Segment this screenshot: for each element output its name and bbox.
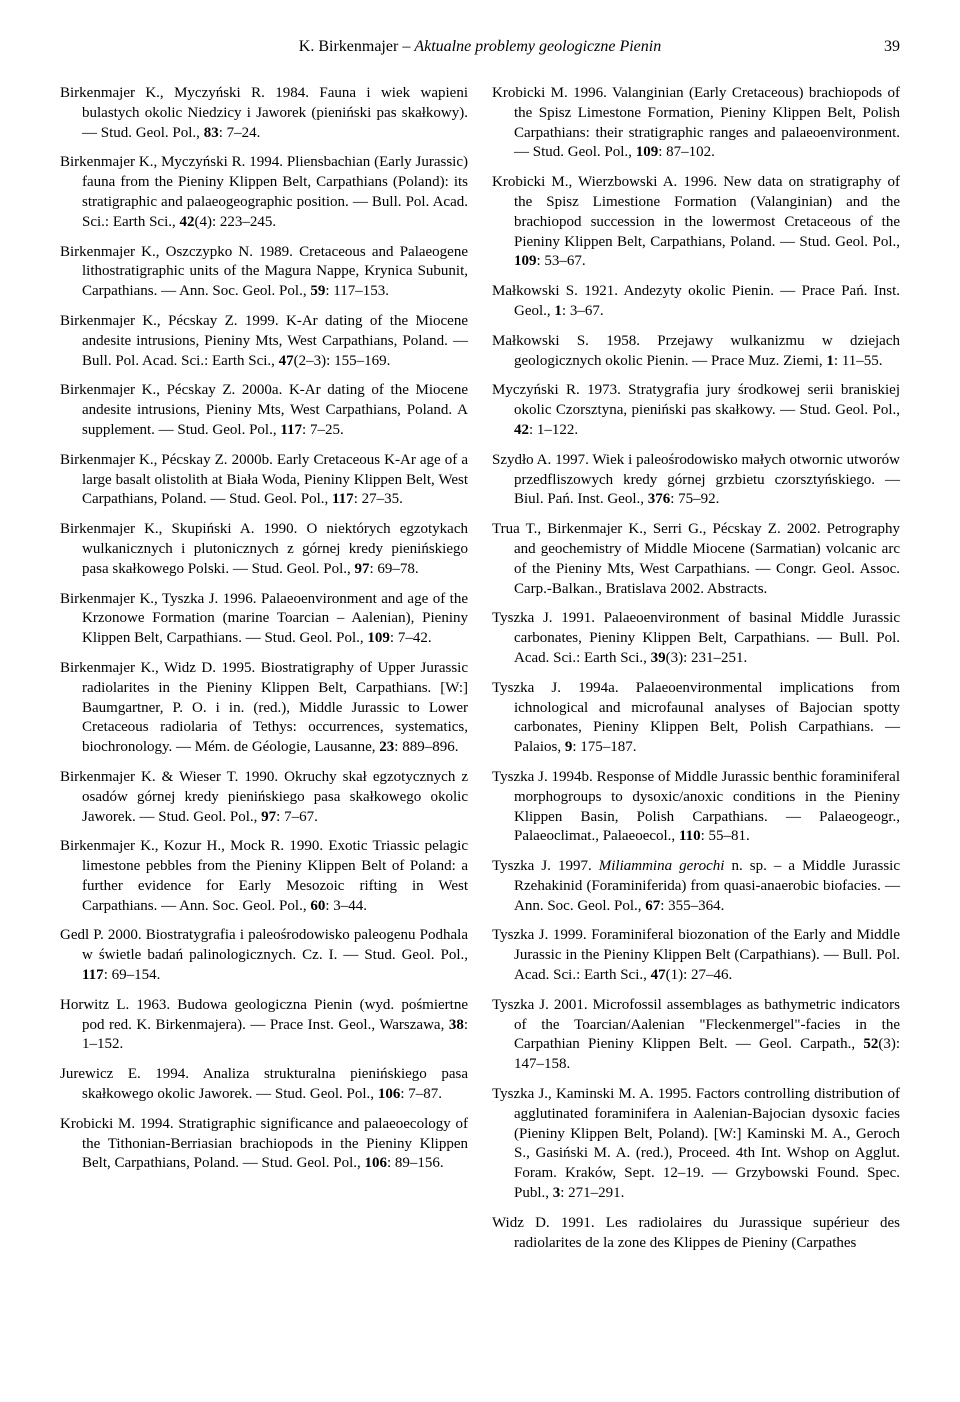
references-list: Birkenmajer K., Myczyński R. 1984. Fauna… bbox=[60, 84, 900, 1253]
reference-entry: Tyszka J. 1997. Miliammina gerochi n. sp… bbox=[492, 857, 900, 916]
reference-entry: Birkenmajer K., Kozur H., Mock R. 1990. … bbox=[60, 837, 468, 916]
reference-entry: Birkenmajer K., Pécskay Z. 1999. K-Ar da… bbox=[60, 312, 468, 371]
reference-entry: Tyszka J. 1994a. Palaeoenvironmental imp… bbox=[492, 679, 900, 758]
reference-entry: Krobicki M. 1994. Stratigraphic signific… bbox=[60, 1115, 468, 1174]
reference-entry: Birkenmajer K., Oszczypko N. 1989. Creta… bbox=[60, 243, 468, 302]
reference-entry: Birkenmajer K., Tyszka J. 1996. Palaeoen… bbox=[60, 590, 468, 649]
reference-entry: Tyszka J. 2001. Microfossil assemblages … bbox=[492, 996, 900, 1075]
reference-entry: Birkenmajer K., Myczyński R. 1984. Fauna… bbox=[60, 84, 468, 143]
reference-entry: Birkenmajer K., Myczyński R. 1994. Plien… bbox=[60, 153, 468, 232]
reference-entry: Tyszka J. 1999. Foraminiferal biozonatio… bbox=[492, 926, 900, 985]
reference-entry: Birkenmajer K., Skupiński A. 1990. O nie… bbox=[60, 520, 468, 579]
reference-entry: Myczyński R. 1973. Stratygrafia jury śro… bbox=[492, 381, 900, 440]
reference-entry: Tyszka J. 1991. Palaeoenvironment of bas… bbox=[492, 609, 900, 668]
reference-entry: Małkowski S. 1921. Andezyty okolic Pieni… bbox=[492, 282, 900, 322]
reference-entry: Szydło A. 1997. Wiek i paleośrodowisko m… bbox=[492, 451, 900, 510]
header-title: Aktualne problemy geologiczne Pienin bbox=[414, 38, 661, 55]
reference-entry: Małkowski S. 1958. Przejawy wulkanizmu w… bbox=[492, 332, 900, 372]
reference-entry: Krobicki M., Wierzbowski A. 1996. New da… bbox=[492, 173, 900, 272]
reference-entry: Birkenmajer K., Pécskay Z. 2000a. K-Ar d… bbox=[60, 381, 468, 440]
reference-entry: Horwitz L. 1963. Budowa geologiczna Pien… bbox=[60, 996, 468, 1055]
reference-entry: Trua T., Birkenmajer K., Serri G., Pécsk… bbox=[492, 520, 900, 599]
reference-entry: Birkenmajer K., Widz D. 1995. Biostratig… bbox=[60, 659, 468, 758]
reference-entry: Gedl P. 2000. Biostratygrafia i paleośro… bbox=[60, 926, 468, 985]
page-number: 39 bbox=[884, 38, 900, 56]
reference-entry: Jurewicz E. 1994. Analiza strukturalna p… bbox=[60, 1065, 468, 1105]
reference-entry: Tyszka J. 1994b. Response of Middle Jura… bbox=[492, 768, 900, 847]
header-author: K. Birkenmajer bbox=[299, 38, 399, 55]
reference-entry: Birkenmajer K., Pécskay Z. 2000b. Early … bbox=[60, 451, 468, 510]
reference-entry: Birkenmajer K. & Wieser T. 1990. Okruchy… bbox=[60, 768, 468, 827]
reference-entry: Widz D. 1991. Les radiolaires du Jurassi… bbox=[492, 1214, 900, 1254]
reference-entry: Krobicki M. 1996. Valanginian (Early Cre… bbox=[492, 84, 900, 163]
running-header: K. Birkenmajer – Aktualne problemy geolo… bbox=[60, 38, 900, 56]
reference-entry: Tyszka J., Kaminski M. A. 1995. Factors … bbox=[492, 1085, 900, 1204]
